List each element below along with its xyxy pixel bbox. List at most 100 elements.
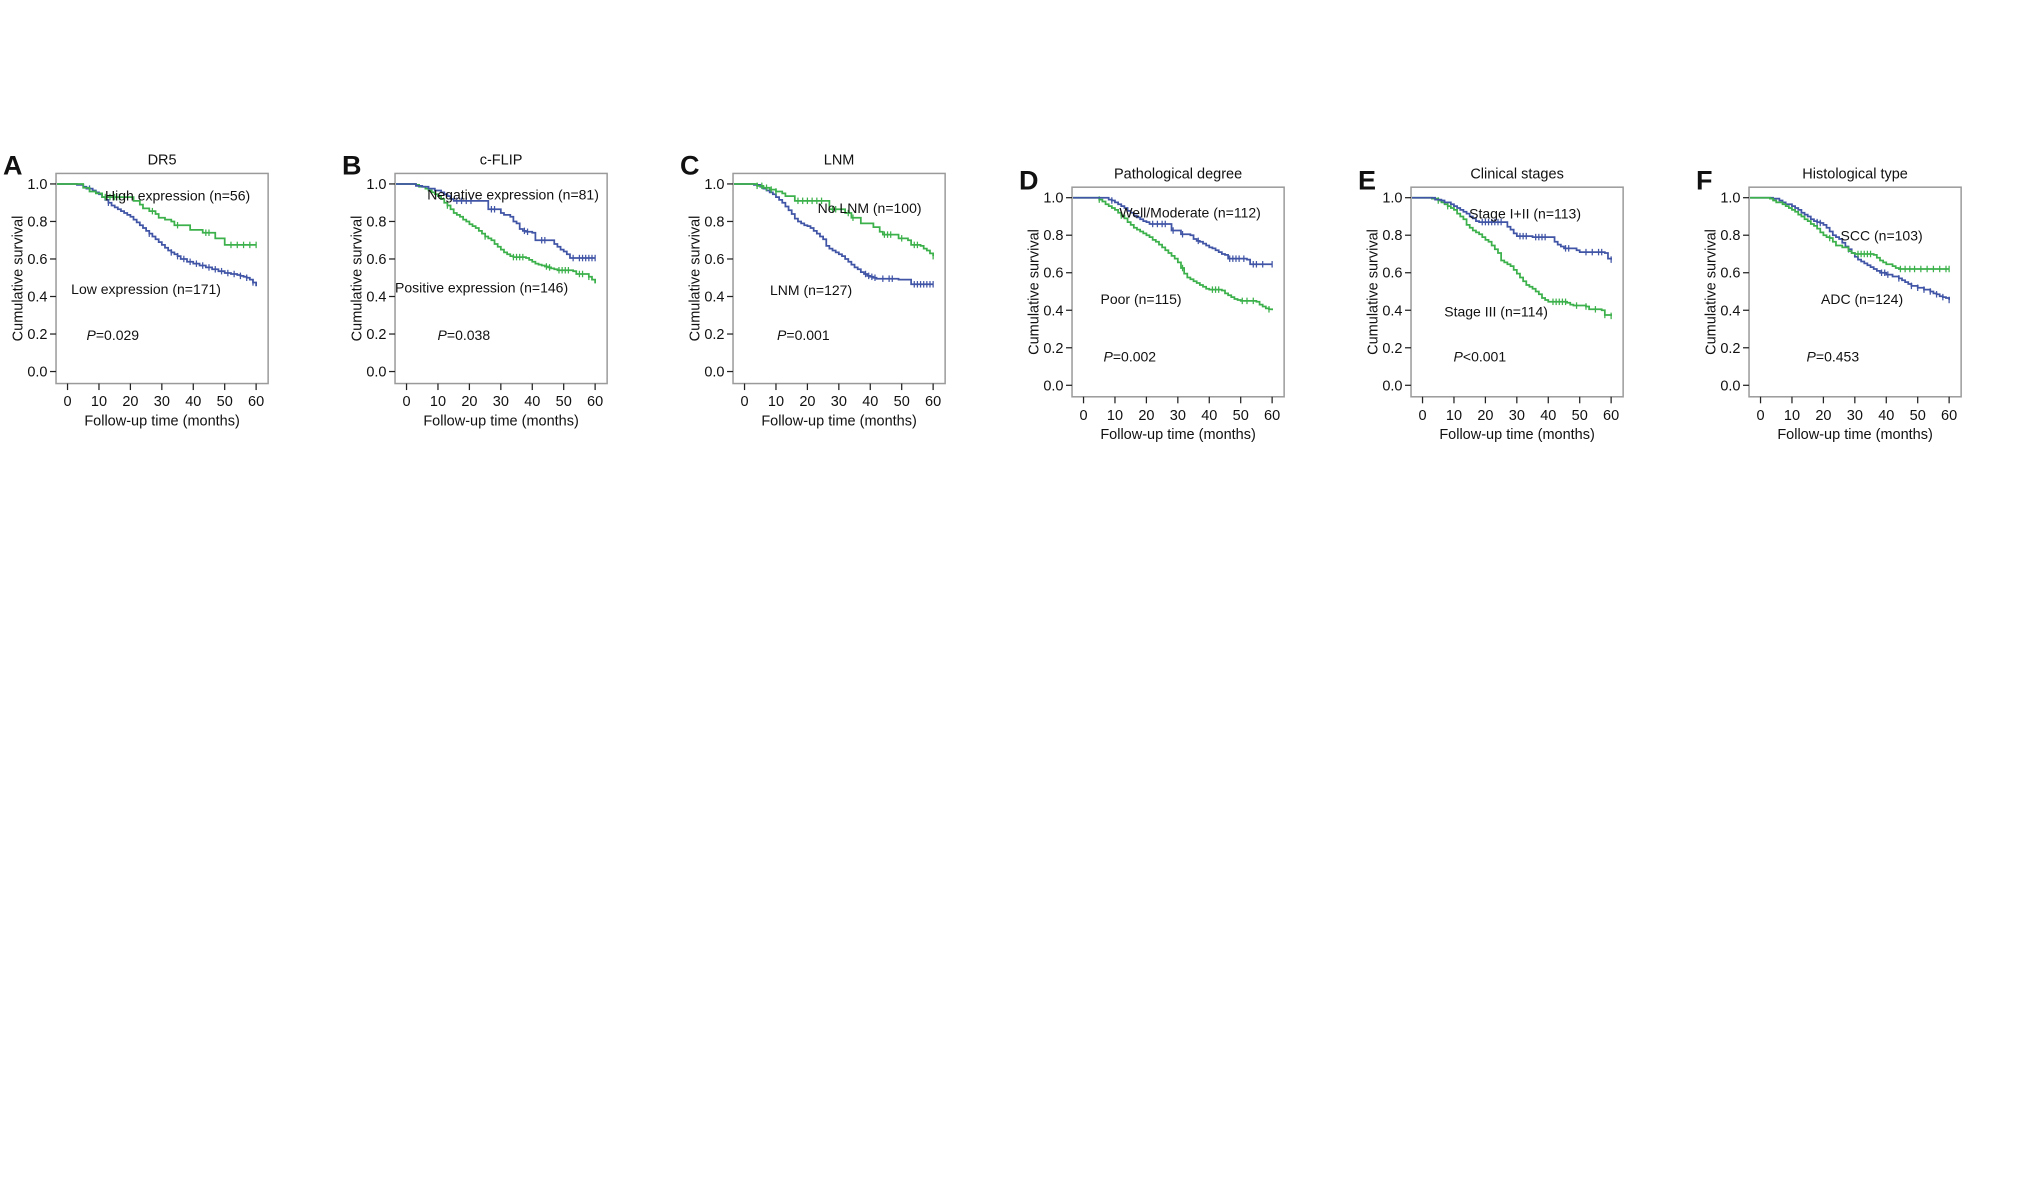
y-tick-label: 0.4 — [1382, 303, 1402, 319]
y-tick-label: 0.6 — [1721, 266, 1741, 282]
y-tick-label: 0.8 — [27, 214, 47, 230]
x-tick-label: 30 — [1508, 408, 1524, 424]
y-axis-title: Cumulative survival — [11, 216, 27, 342]
y-tick-label: 1.0 — [1721, 191, 1741, 207]
y-tick-label: 0.2 — [27, 327, 47, 343]
km-panel-B: 1.0 0.8 0.6 0.4 0.2 0.0 0 10 20 30 40 50 60 Follow-up… — [342, 150, 608, 430]
x-tick-label: 20 — [1477, 408, 1493, 424]
y-tick-label: 0.6 — [366, 252, 386, 268]
y-tick-label: 0.4 — [705, 290, 725, 306]
x-tick-label: 50 — [1910, 408, 1926, 424]
x-tick-label: 50 — [1233, 408, 1249, 424]
panel-title: DR5 — [148, 152, 177, 168]
curve-green — [1073, 196, 1274, 311]
x-tick-label: 60 — [1941, 408, 1957, 424]
km-panel-A: 1.0 0.8 0.6 0.4 0.2 0.0 0 10 20 30 40 50 60 Follow-up… — [3, 150, 269, 430]
panel-title: Pathological degree — [1114, 167, 1242, 183]
series-label: Positive expression (n=146) — [395, 279, 568, 295]
x-tick-label: 10 — [1446, 408, 1462, 424]
panel-letter: E — [1358, 166, 1376, 196]
censor-marks-blue — [1481, 218, 1612, 263]
panel-title: LNM — [824, 152, 855, 168]
x-tick-label: 50 — [217, 394, 233, 410]
x-tick-label: 40 — [185, 394, 201, 410]
x-tick-label: 20 — [1138, 408, 1154, 424]
x-tick-label: 60 — [587, 394, 603, 410]
series-label: High expression (n=56) — [105, 187, 250, 203]
x-tick-label: 40 — [1879, 408, 1895, 424]
x-tick-label: 0 — [1757, 408, 1765, 424]
y-axis-title: Cumulative survival — [1365, 229, 1381, 355]
censor-marks-blue — [1111, 197, 1273, 268]
y-tick-label: 0.8 — [1721, 228, 1741, 244]
x-tick-label: 20 — [461, 394, 477, 410]
x-tick-label: 50 — [555, 394, 571, 410]
x-tick-label: 60 — [925, 394, 941, 410]
plot-area — [55, 172, 269, 385]
y-tick-label: 0.0 — [705, 365, 725, 381]
p-value-label: P=0.029 — [87, 327, 140, 343]
x-tick-label: 30 — [831, 394, 847, 410]
x-tick-label: 30 — [154, 394, 170, 410]
x-tick-label: 20 — [800, 394, 816, 410]
panel-title: Clinical stages — [1470, 167, 1564, 183]
x-tick-label: 0 — [63, 394, 71, 410]
p-value-label: P=0.002 — [1104, 348, 1157, 364]
x-tick-label: 50 — [894, 394, 910, 410]
x-tick-label: 20 — [1816, 408, 1832, 424]
x-tick-label: 30 — [1170, 408, 1186, 424]
y-tick-label: 0.8 — [1382, 228, 1402, 244]
y-axis-title: Cumulative survival — [1704, 229, 1720, 355]
curve-green — [734, 183, 935, 257]
y-tick-label: 0.4 — [366, 290, 386, 306]
y-axis-title: Cumulative survival — [349, 216, 365, 342]
y-tick-label: 0.8 — [705, 214, 725, 230]
x-axis-title: Follow-up time (months) — [84, 414, 240, 430]
y-tick-label: 0.4 — [27, 290, 47, 306]
y-tick-label: 0.4 — [1043, 303, 1063, 319]
y-tick-label: 0.0 — [1043, 378, 1063, 394]
series-label: Stage III (n=114) — [1444, 303, 1548, 319]
y-tick-label: 0.2 — [1043, 341, 1063, 357]
y-axis-title: Cumulative survival — [688, 216, 704, 342]
x-tick-label: 40 — [863, 394, 879, 410]
censor-marks-blue — [455, 197, 596, 262]
x-tick-label: 0 — [1418, 408, 1426, 424]
series-label: Stage I+II (n=113) — [1469, 206, 1581, 222]
p-value-label: P<0.001 — [1453, 348, 1506, 364]
series-label: Low expression (n=171) — [71, 281, 221, 297]
km-panel-F: 1.0 0.8 0.6 0.4 0.2 0.0 0 10 20 30 40 50 60 Follow-up… — [1696, 166, 1963, 443]
censor-marks-green — [1829, 234, 1951, 273]
y-tick-label: 0.2 — [1721, 341, 1741, 357]
curve-green — [1750, 196, 1950, 270]
y-tick-label: 0.0 — [1721, 378, 1741, 394]
x-tick-label: 10 — [1107, 408, 1123, 424]
panel-letter: C — [680, 150, 700, 180]
x-tick-label: 50 — [1571, 408, 1587, 424]
y-tick-label: 0.8 — [366, 214, 386, 230]
x-tick-label: 60 — [1603, 408, 1619, 424]
x-tick-label: 10 — [91, 394, 107, 410]
x-tick-label: 40 — [1201, 408, 1217, 424]
y-tick-label: 0.2 — [366, 327, 386, 343]
x-axis-title: Follow-up time (months) — [1778, 427, 1934, 443]
x-tick-label: 0 — [741, 394, 749, 410]
x-axis-title: Follow-up time (months) — [762, 414, 918, 430]
y-tick-label: 0.8 — [1043, 228, 1063, 244]
curve-blue — [395, 183, 595, 259]
y-tick-label: 0.6 — [1043, 266, 1063, 282]
y-tick-label: 1.0 — [705, 177, 725, 193]
series-label: No LNM (n=100) — [818, 200, 922, 216]
panel-letter: D — [1019, 166, 1038, 196]
censor-marks-green — [756, 182, 935, 260]
y-tick-label: 0.2 — [705, 327, 725, 343]
series-label: ADC (n=124) — [1821, 291, 1903, 307]
x-tick-label: 60 — [248, 394, 264, 410]
panel-letter: A — [3, 150, 23, 180]
series-label: Poor (n=115) — [1101, 291, 1182, 307]
y-tick-label: 0.6 — [1382, 266, 1402, 282]
curve-green — [395, 183, 596, 284]
plot-area — [393, 172, 608, 385]
x-tick-label: 10 — [1784, 408, 1800, 424]
curve-green — [57, 183, 257, 246]
